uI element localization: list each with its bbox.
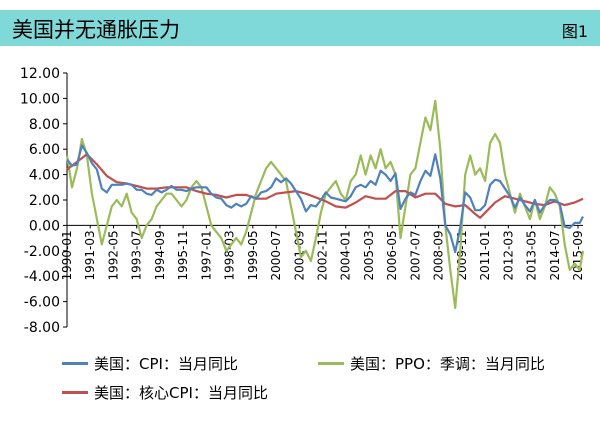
- page-title: 美国并无通胀压力: [12, 18, 180, 42]
- y-tick-label: -2.00: [24, 244, 60, 260]
- x-tick-label: 2005-03: [362, 230, 376, 280]
- x-tick-label: 2014-07: [548, 230, 562, 280]
- x-tick-label: 2012-03: [501, 230, 515, 280]
- x-tick-label: 1999-05: [246, 230, 260, 280]
- x-tick-label: 2006-05: [385, 230, 399, 280]
- x-tick-label: 2015-09: [571, 230, 585, 280]
- x-tick-label: 2001-09: [292, 230, 306, 280]
- x-tick-label: 2002-11: [316, 230, 330, 280]
- y-tick-label: 10.00: [20, 91, 60, 107]
- y-tick-label: -8.00: [24, 320, 60, 336]
- x-tick-label: 2008-09: [432, 230, 446, 280]
- x-tick-label: 1990-01: [60, 230, 74, 280]
- legend-swatch-core-cpi: [62, 390, 88, 394]
- legend-label-core-cpi: 美国：核心CPI：当月同比: [94, 383, 268, 402]
- legend-item-cpi: 美国：CPI：当月同比: [62, 353, 238, 373]
- legend-swatch-ppo: [318, 361, 344, 365]
- x-tick-label: 2011-01: [478, 230, 492, 280]
- x-tick-label: 1995-11: [176, 230, 190, 280]
- x-tick-label: 1991-03: [83, 230, 97, 280]
- y-tick-label: -6.00: [24, 295, 60, 311]
- legend-label-cpi: 美国：CPI：当月同比: [94, 354, 238, 373]
- core-cpi-line: [66, 153, 584, 219]
- legend-swatch-cpi: [62, 361, 88, 365]
- y-tick-label: -4.00: [24, 269, 60, 285]
- x-tick-label: 1992-05: [106, 230, 120, 280]
- x-tick-label: 1993-07: [130, 230, 144, 280]
- y-tick-label: 2.00: [29, 193, 60, 209]
- x-tick-label: 2013-05: [525, 230, 539, 280]
- legend-label-ppo: 美国：PPO：季调：当月同比: [350, 354, 545, 373]
- x-tick-label: 1998-03: [223, 230, 237, 280]
- x-tick-label: 1997-01: [199, 230, 213, 280]
- cpi-line: [66, 144, 584, 254]
- x-tick-label: 2007-07: [408, 230, 422, 280]
- y-tick-label: 6.00: [29, 142, 60, 158]
- y-tick-label: 8.00: [29, 117, 60, 133]
- chart-legend: 美国：CPI：当月同比 美国：PPO：季调：当月同比 美国：核心CPI：当月同比: [0, 345, 600, 415]
- title-bar: 美国并无通胀压力 图1: [0, 10, 600, 46]
- y-tick-label: 12.00: [20, 66, 60, 82]
- x-tick-label: 2004-01: [339, 230, 353, 280]
- y-tick-label: 0.00: [29, 218, 60, 234]
- figure-label: 图1: [561, 22, 588, 41]
- x-tick-label: 2000-07: [269, 230, 283, 280]
- legend-item-ppo: 美国：PPO：季调：当月同比: [318, 353, 545, 373]
- x-tick-label: 1994-09: [153, 230, 167, 280]
- legend-item-core-cpi: 美国：核心CPI：当月同比: [62, 382, 268, 402]
- y-tick-label: 4.00: [29, 168, 60, 184]
